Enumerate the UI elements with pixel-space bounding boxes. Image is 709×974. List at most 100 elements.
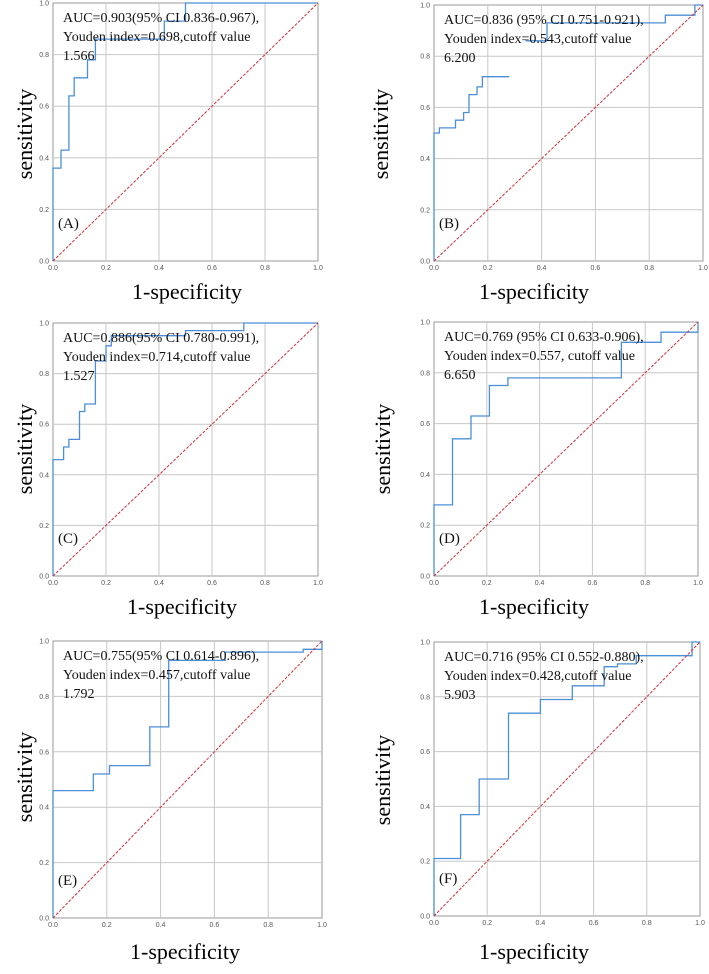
y-tick-label: 0.8 [39, 52, 49, 59]
x-tick-label: 1.0 [313, 265, 323, 272]
y-tick-label: 0.6 [39, 749, 49, 756]
x-axis-label: 1-specificity [127, 594, 237, 619]
y-tick-label: 0.2 [39, 207, 49, 214]
y-tick-label: 0.6 [420, 749, 430, 756]
panel-label: (C) [58, 531, 78, 547]
x-tick-label: 0.6 [589, 920, 599, 927]
panel-label: (F) [439, 871, 457, 887]
reference-line [52, 322, 319, 577]
x-tick-label: 0.6 [588, 580, 598, 587]
reference-line [52, 2, 319, 262]
y-axis-label: sensitivity [12, 731, 37, 823]
x-tick-label: 0.8 [644, 265, 654, 272]
auc-annotation-line: 1.566 [63, 49, 95, 64]
x-tick-label: 0.6 [210, 922, 220, 929]
y-tick-label: 0.4 [420, 804, 430, 811]
x-tick-label: 0.0 [48, 922, 58, 929]
roc-panel-d: 0.0 0.0 0.2 0.2 0.4 0.4 0.6 0.6 0.8 0.8 1.0 1.0 AUC=… [355, 318, 709, 636]
roc-panel-a: 0.0 0.0 0.2 0.2 0.4 0.4 0.6 0.6 0.8 0.8 1.0 1.0 AUC=… [0, 0, 355, 318]
x-tick-label: 0.2 [482, 580, 492, 587]
y-tick-label: 0.4 [420, 472, 430, 479]
auc-annotation-line: 6.200 [444, 51, 476, 66]
x-tick-label: 0.2 [101, 265, 111, 272]
x-tick-label: 0.4 [536, 920, 546, 927]
y-tick-label: 0.8 [420, 370, 430, 377]
y-axis-label: sensitivity [370, 403, 395, 495]
y-tick-label: 0.0 [39, 574, 49, 581]
y-tick-label: 0.0 [39, 259, 49, 266]
x-tick-label: 0.8 [260, 580, 270, 587]
roc-chart-b: 0.00.0 0.2 0.2 0.4 0.4 0.6 0.6 0.8 0.8 1.0 1.0 AUC=… [420, 3, 708, 273]
x-tick-label: 0.6 [207, 580, 217, 587]
y-tick-label: 0.2 [39, 523, 49, 530]
auc-annotation-line: 6.650 [444, 368, 476, 383]
panel-label: (D) [439, 531, 460, 547]
x-tick-label: 0.8 [263, 922, 273, 929]
auc-annotation-line: Youden index=0.698,cutoff value [63, 30, 250, 45]
y-tick-label: 0.6 [39, 422, 49, 429]
x-tick-label: 0.0 [429, 920, 439, 927]
roc-curve [433, 322, 699, 576]
roc-chart-a: 0.00.0 0.2 0.2 0.4 0.4 0.6 0.6 0.8 0.8 1.0 1.0 AUC=… [39, 1, 323, 273]
y-tick-label: 1.0 [420, 3, 430, 10]
x-tick-label: 1.0 [698, 265, 708, 272]
y-tick-label: 1.0 [39, 321, 49, 328]
x-tick-label: 0.2 [483, 265, 493, 272]
x-tick-label: 0.4 [537, 265, 547, 272]
y-tick-label: 0.2 [420, 207, 430, 214]
y-tick-label: 1.0 [39, 639, 49, 646]
panel-label: (B) [439, 216, 459, 232]
x-tick-label: 0.2 [482, 920, 492, 927]
roc-curve [433, 76, 510, 261]
y-tick-label: 0.8 [39, 694, 49, 701]
x-tick-label: 0.6 [591, 265, 601, 272]
roc-panel-f: 0.0 0.0 0.2 0.2 0.4 0.4 0.6 0.6 0.8 0.8 1.0 1.0 AUC=… [355, 636, 709, 974]
roc-panel-c: 0.0 0.0 0.2 0.2 0.4 0.4 0.6 0.6 0.8 0.8 1.0 1.0 AUC=… [0, 318, 355, 636]
reference-line [52, 640, 323, 919]
y-tick-label: 0.8 [420, 54, 430, 61]
auc-annotation-line: Youden index=0.428,cutoff value [444, 669, 631, 684]
x-axis-label: 1-specificity [479, 594, 589, 619]
roc-chart-e: 0.00.0 0.2 0.2 0.4 0.4 0.6 0.6 0.8 0.8 1.0 1.0 AUC=… [39, 639, 327, 930]
y-axis-label: sensitivity [370, 734, 395, 826]
roc-curve [52, 2, 318, 261]
x-tick-label: 0.8 [640, 580, 650, 587]
x-tick-label: 0.0 [48, 265, 58, 272]
y-tick-label: 0.4 [420, 156, 430, 163]
reference-line [433, 4, 704, 262]
x-tick-label: 0.6 [207, 265, 217, 272]
y-tick-label: 0.8 [420, 694, 430, 701]
auc-annotation-line: AUC=0.716 (95% CI 0.552-0.880), [444, 650, 644, 665]
y-tick-label: 0.4 [39, 155, 49, 162]
roc-chart-c: 0.00.0 0.2 0.2 0.4 0.4 0.6 0.6 0.8 0.8 1.0 1.0 AUC=… [39, 321, 323, 588]
y-tick-label: 1.0 [39, 1, 49, 8]
y-tick-label: 1.0 [420, 640, 430, 647]
auc-annotation-line: 5.903 [444, 688, 476, 703]
auc-annotation-line: AUC=0.755(95% CI 0.614-0.896), [63, 649, 259, 664]
roc-curve [52, 322, 318, 576]
x-axis-label: 1-specificity [130, 939, 240, 964]
x-tick-label: 0.0 [429, 265, 439, 272]
auc-annotation-line: AUC=0.769 (95% CI 0.633-0.906), [444, 330, 644, 345]
auc-annotation-line: Youden index=0.457,cutoff value [63, 668, 250, 683]
y-axis-label: sensitivity [12, 88, 37, 180]
x-tick-label: 1.0 [317, 922, 327, 929]
y-tick-label: 1.0 [420, 320, 430, 327]
x-tick-label: 0.0 [429, 580, 439, 587]
x-tick-label: 0.2 [101, 580, 111, 587]
x-tick-label: 1.0 [693, 580, 703, 587]
x-tick-label: 0.0 [48, 580, 58, 587]
auc-annotation-line: Youden index=0.557, cutoff value [444, 349, 635, 364]
x-tick-label: 0.8 [642, 920, 652, 927]
auc-annotation-line: Youden index=0.714,cutoff value [63, 350, 250, 365]
roc-chart-d: 0.00.0 0.2 0.2 0.4 0.4 0.6 0.6 0.8 0.8 1.0 1.0 AUC=… [420, 320, 703, 588]
y-axis-label: sensitivity [368, 88, 393, 180]
auc-annotation-line: 1.527 [63, 369, 95, 384]
y-tick-label: 0.6 [39, 104, 49, 111]
reference-line [433, 321, 699, 577]
panel-label: (A) [58, 216, 79, 232]
y-tick-label: 0.6 [420, 421, 430, 428]
x-tick-label: 0.4 [535, 580, 545, 587]
y-tick-label: 0.0 [420, 574, 430, 581]
x-tick-label: 0.4 [154, 580, 164, 587]
